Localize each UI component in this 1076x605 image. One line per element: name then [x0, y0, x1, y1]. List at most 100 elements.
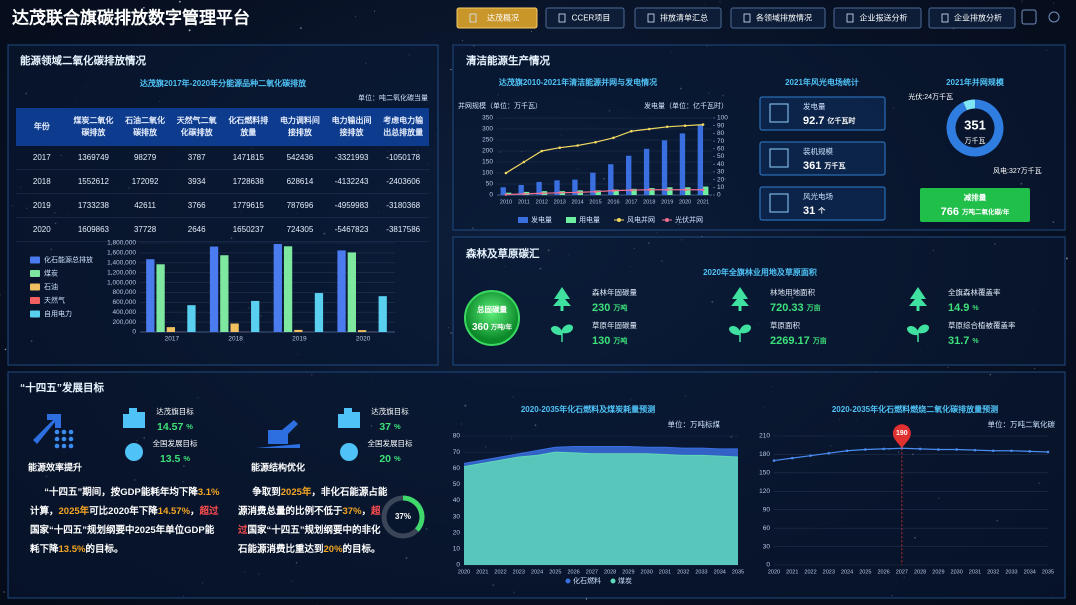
- calendar-icon[interactable]: [1021, 9, 1037, 25]
- y-tick-label: 40: [717, 161, 725, 168]
- nav-button[interactable]: [730, 7, 826, 29]
- axis-title: 发电量（单位：亿千瓦时）: [644, 101, 728, 110]
- goal-name: 能源效率提升: [28, 461, 82, 472]
- bar: [649, 188, 655, 195]
- bar: [554, 180, 560, 195]
- nav-icon: [846, 13, 854, 23]
- nav-button[interactable]: [545, 7, 625, 29]
- table-cell: 1552612: [67, 169, 120, 194]
- table-title: 达茂旗2017年-2020年分能源品种二氧化碳排放: [140, 78, 307, 88]
- line: [505, 124, 704, 174]
- x-tick-label: 2029: [622, 569, 634, 575]
- star: [1034, 368, 1036, 370]
- unit: 个: [817, 206, 826, 215]
- power-icon[interactable]: [1048, 11, 1060, 23]
- y-tick-label: 150: [759, 470, 770, 477]
- dot-icon: [68, 443, 74, 449]
- line: [463, 445, 738, 464]
- page-title: 达茂联合旗碳排放数字管理平台: [12, 7, 250, 27]
- table-cell: -5467823: [325, 217, 378, 242]
- y-tick-label: 0: [489, 192, 493, 199]
- center-unit: 万千瓦: [965, 136, 986, 145]
- legend-label: 化石燃料: [573, 576, 601, 585]
- value-with-unit: 361 万千瓦: [803, 160, 845, 172]
- x-tick-label: 2024: [841, 569, 853, 575]
- nav-label[interactable]: 企业排放分析: [954, 13, 1002, 23]
- dot-icon: [61, 429, 67, 435]
- unit: 万吨: [612, 303, 627, 312]
- value: 2269.17: [770, 335, 810, 347]
- nav-button[interactable]: [928, 7, 1016, 29]
- column-header: 化石燃料排放量: [222, 108, 275, 146]
- value: 14.9: [948, 302, 969, 314]
- forest-label: 森林年固碳量: [592, 287, 637, 297]
- value-label: 风电:327万千瓦: [993, 166, 1042, 175]
- nav-label[interactable]: 排放清单汇总: [660, 13, 708, 23]
- bar: [166, 327, 176, 332]
- y-tick-label: 200,000: [113, 319, 137, 326]
- x-tick-label: 2017: [625, 199, 637, 205]
- nav-label[interactable]: 各领域排放情况: [756, 13, 812, 23]
- bar: [667, 187, 673, 195]
- star: [947, 367, 949, 369]
- text-segment: ，: [361, 506, 372, 517]
- nav-label[interactable]: 达茂概况: [487, 13, 519, 23]
- x-tick-label: 2022: [804, 569, 816, 575]
- line: [773, 447, 1049, 462]
- chart-title: 2020-2035年化石燃料燃烧二氧化碳排放量预测: [832, 404, 998, 414]
- nav-icon: [941, 13, 949, 23]
- x-tick-label: 2032: [677, 569, 689, 575]
- nav-label[interactable]: CCER项目: [572, 14, 611, 23]
- y-tick-label: 30: [763, 543, 771, 550]
- table-header: 年份 煤炭二氧化碳排放 石油二氧化碳排放 天然气二氧化碳排放 化石燃料排放量 电力调料间接…: [16, 108, 429, 146]
- y-tick-label: 20: [717, 176, 725, 183]
- star: [0, 294, 1, 296]
- bar: [631, 188, 637, 195]
- point: [630, 188, 633, 192]
- legend-label: 化石能源总排放: [44, 255, 93, 264]
- value-with-unit: 230 万吨: [592, 302, 627, 314]
- y-tick-label: 10: [453, 546, 461, 553]
- value-with-unit: 2269.17 万亩: [770, 335, 827, 347]
- text-segment: 计算，: [30, 506, 59, 517]
- point: [576, 144, 579, 147]
- bar: [608, 164, 614, 195]
- value-with-unit: 14.57%: [157, 421, 193, 433]
- point: [683, 124, 687, 127]
- unit-label: 单位：万吨标煤: [668, 419, 721, 429]
- text-segment: 20%: [323, 544, 343, 555]
- x-tick-label: 2020: [458, 569, 470, 575]
- y-tick-label: 0: [717, 192, 721, 199]
- star: [448, 327, 450, 329]
- point: [594, 190, 597, 193]
- stat-label: 装机规模: [803, 146, 833, 156]
- point: [701, 188, 705, 192]
- star: [450, 332, 452, 334]
- stat-icon: [769, 103, 789, 123]
- value-with-unit: 31.7%: [948, 335, 979, 347]
- column-header: 电力调料间接排放: [274, 108, 326, 146]
- nav-button[interactable]: [456, 7, 538, 29]
- star: [1065, 257, 1068, 260]
- target-label: 全国发展目标: [368, 438, 413, 448]
- x-tick-label: 2013: [554, 199, 566, 205]
- y-tick-label: 90: [763, 506, 771, 513]
- point: [558, 191, 562, 195]
- line: [505, 189, 704, 196]
- point: [683, 188, 687, 192]
- table-row: 2019 1733238 42611 3766 1779615 787696 -495998…: [16, 193, 429, 218]
- star: [143, 6, 145, 9]
- nav-button[interactable]: [833, 7, 922, 29]
- legend-swatch: [518, 217, 528, 223]
- stat-icon: [769, 193, 789, 213]
- value: 230: [592, 302, 610, 314]
- bar: [273, 244, 282, 332]
- legend-swatch: [30, 283, 40, 291]
- nav-button[interactable]: [634, 7, 722, 29]
- nav-label[interactable]: 企业报送分析: [860, 13, 908, 23]
- x-tick-label: 2012: [536, 199, 548, 205]
- table-cell: 3766: [170, 193, 223, 218]
- table-cell: -2403606: [377, 169, 429, 194]
- bar: [613, 189, 619, 195]
